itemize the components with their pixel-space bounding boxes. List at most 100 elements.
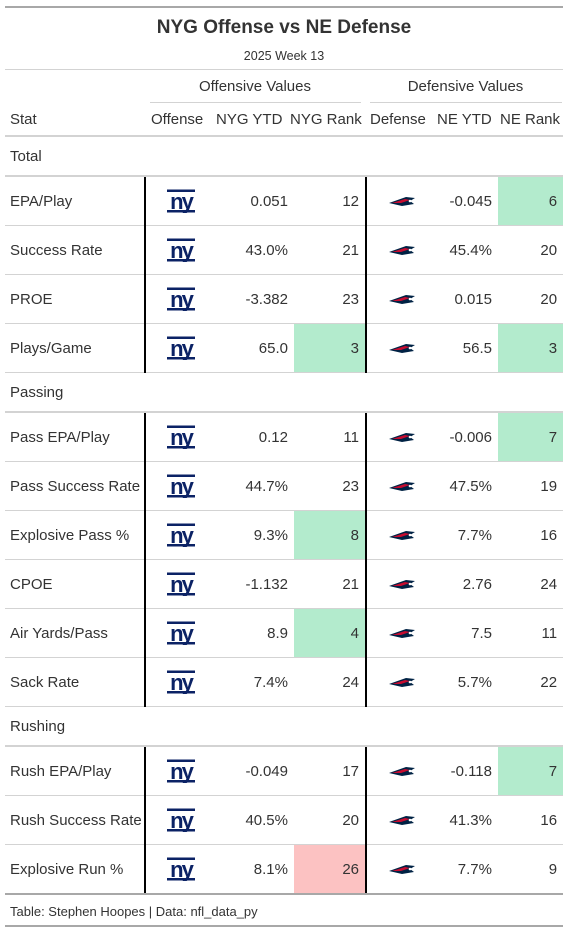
table-row: EPA/Play ny 0.051 12 -0.045 6 bbox=[5, 175, 564, 226]
column-header-nyg-rank: NYG Rank bbox=[290, 111, 362, 128]
ne-rank-value: 19 bbox=[498, 461, 564, 511]
ne-rank-value: 20 bbox=[498, 225, 564, 275]
ne-ytd-value: 2.76 bbox=[436, 559, 498, 609]
nyg-logo-icon: ny bbox=[144, 411, 215, 462]
ne-rank-value: 7 bbox=[498, 745, 564, 796]
stat-name: Success Rate bbox=[5, 225, 145, 275]
column-header-ne-rank: NE Rank bbox=[500, 111, 561, 128]
group-label: Total bbox=[5, 137, 564, 177]
patriots-logo-icon bbox=[365, 274, 436, 324]
offensive-values-spanner: Offensive Values bbox=[198, 78, 311, 95]
ne-ytd-value: 56.5 bbox=[436, 323, 498, 373]
ne-rank-value: 6 bbox=[498, 175, 564, 226]
table-row: Pass EPA/Play ny 0.12 11 -0.006 7 bbox=[5, 411, 564, 462]
nyg-ytd-value: 7.4% bbox=[215, 657, 294, 707]
table-row: Explosive Run % ny 8.1% 26 7.7% 9 bbox=[5, 844, 564, 894]
ne-ytd-value: 7.7% bbox=[436, 844, 498, 894]
patriots-logo-icon bbox=[365, 745, 436, 796]
nyg-logo-icon: ny bbox=[144, 461, 215, 511]
group-row: Passing bbox=[5, 372, 564, 413]
stat-name: Sack Rate bbox=[5, 657, 145, 707]
column-header-nyg-ytd: NYG YTD bbox=[216, 111, 283, 128]
column-header-stat: Stat bbox=[10, 111, 37, 128]
svg-text:ny: ny bbox=[170, 287, 194, 311]
svg-text:ny: ny bbox=[170, 621, 194, 645]
nyg-logo-icon: ny bbox=[144, 657, 215, 707]
nyg-rank-value: 11 bbox=[294, 411, 366, 462]
nyg-logo-icon: ny bbox=[144, 795, 215, 845]
nyg-rank-value: 21 bbox=[294, 225, 366, 275]
table-footer: Table: Stephen Hoopes | Data: nfl_data_p… bbox=[5, 893, 563, 927]
source-note: Table: Stephen Hoopes | Data: nfl_data_p… bbox=[10, 904, 258, 919]
nyg-logo-icon: ny bbox=[144, 175, 215, 226]
ne-rank-value: 16 bbox=[498, 795, 564, 845]
ne-ytd-value: 45.4% bbox=[436, 225, 498, 275]
nyg-rank-value: 12 bbox=[294, 175, 366, 226]
patriots-logo-icon bbox=[365, 795, 436, 845]
header-divider bbox=[5, 69, 563, 70]
svg-text:ny: ny bbox=[170, 759, 194, 783]
defensive-spanner-line bbox=[370, 102, 562, 103]
ne-ytd-value: 41.3% bbox=[436, 795, 498, 845]
stat-name: PROE bbox=[5, 274, 145, 324]
nyg-ytd-value: 8.1% bbox=[215, 844, 294, 894]
nyg-ytd-value: 0.051 bbox=[215, 175, 294, 226]
ne-rank-value: 7 bbox=[498, 411, 564, 462]
nyg-ytd-value: -3.382 bbox=[215, 274, 294, 324]
stat-name: Plays/Game bbox=[5, 323, 145, 373]
nyg-rank-value: 24 bbox=[294, 657, 366, 707]
ne-rank-value: 20 bbox=[498, 274, 564, 324]
svg-text:ny: ny bbox=[170, 857, 194, 881]
nyg-ytd-value: 9.3% bbox=[215, 510, 294, 560]
ne-ytd-value: 5.7% bbox=[436, 657, 498, 707]
nyg-rank-value: 3 bbox=[294, 323, 366, 373]
nyg-rank-value: 21 bbox=[294, 559, 366, 609]
nyg-logo-icon: ny bbox=[144, 745, 215, 796]
offensive-spanner-line bbox=[150, 102, 361, 103]
column-header-defense: Defense bbox=[370, 111, 426, 128]
table-title: NYG Offense vs NE Defense bbox=[156, 17, 412, 38]
table-row: Sack Rate ny 7.4% 24 5.7% 22 bbox=[5, 657, 564, 707]
patriots-logo-icon bbox=[365, 225, 436, 275]
patriots-logo-icon bbox=[365, 323, 436, 373]
patriots-logo-icon bbox=[365, 657, 436, 707]
table-row: Rush EPA/Play ny -0.049 17 -0.118 7 bbox=[5, 745, 564, 796]
svg-text:ny: ny bbox=[170, 808, 194, 832]
defensive-values-spanner: Defensive Values bbox=[407, 78, 524, 95]
table-row: Pass Success Rate ny 44.7% 23 47.5% 19 bbox=[5, 461, 564, 511]
patriots-logo-icon bbox=[365, 844, 436, 894]
nyg-logo-icon: ny bbox=[144, 510, 215, 560]
stats-table: Total EPA/Play ny 0.051 12 -0.045 6 Success Rat… bbox=[5, 137, 564, 894]
nyg-logo-icon: ny bbox=[144, 608, 215, 658]
ne-rank-value: 22 bbox=[498, 657, 564, 707]
svg-text:ny: ny bbox=[170, 670, 194, 694]
svg-text:ny: ny bbox=[170, 572, 194, 596]
nyg-ytd-value: -1.132 bbox=[215, 559, 294, 609]
patriots-logo-icon bbox=[365, 175, 436, 226]
svg-text:ny: ny bbox=[170, 474, 194, 498]
table-row: Air Yards/Pass ny 8.9 4 7.5 11 bbox=[5, 608, 564, 658]
svg-text:ny: ny bbox=[170, 189, 194, 213]
stat-name: Explosive Pass % bbox=[5, 510, 145, 560]
table-row: PROE ny -3.382 23 0.015 20 bbox=[5, 274, 564, 324]
ne-rank-value: 3 bbox=[498, 323, 564, 373]
stat-name: EPA/Play bbox=[5, 175, 145, 226]
stat-name: Air Yards/Pass bbox=[5, 608, 145, 658]
stat-name: Pass EPA/Play bbox=[5, 411, 145, 462]
ne-ytd-value: 47.5% bbox=[436, 461, 498, 511]
patriots-logo-icon bbox=[365, 461, 436, 511]
table-row: Explosive Pass % ny 9.3% 8 7.7% 16 bbox=[5, 510, 564, 560]
patriots-logo-icon bbox=[365, 411, 436, 462]
group-label: Rushing bbox=[5, 706, 564, 747]
nyg-ytd-value: 40.5% bbox=[215, 795, 294, 845]
ne-rank-value: 9 bbox=[498, 844, 564, 894]
ne-ytd-value: -0.006 bbox=[436, 411, 498, 462]
nyg-logo-icon: ny bbox=[144, 559, 215, 609]
ne-rank-value: 16 bbox=[498, 510, 564, 560]
ne-rank-value: 11 bbox=[498, 608, 564, 658]
nyg-ytd-value: -0.049 bbox=[215, 745, 294, 796]
svg-text:ny: ny bbox=[170, 425, 194, 449]
stat-name: Rush Success Rate bbox=[5, 795, 145, 845]
ne-ytd-value: -0.118 bbox=[436, 745, 498, 796]
